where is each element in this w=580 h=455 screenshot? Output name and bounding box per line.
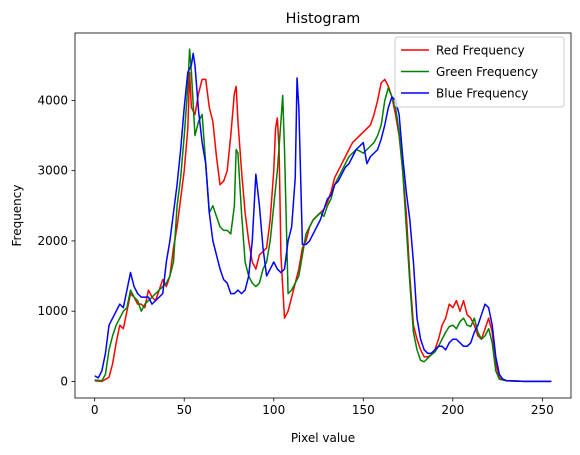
x-axis-label: Pixel value <box>291 431 355 445</box>
legend-box <box>394 36 565 108</box>
x-tick-label: 250 <box>531 403 554 417</box>
y-tick-label: 1000 <box>37 304 68 318</box>
legend: Red Frequency Green Frequency Blue Frequen… <box>394 36 565 108</box>
x-tick-label: 50 <box>177 403 192 417</box>
y-axis-label: Frequency <box>10 185 24 247</box>
y-tick-label: 4000 <box>37 93 68 107</box>
series-line-blue <box>94 52 552 383</box>
y-tick-label: 0 <box>60 374 68 388</box>
x-tick-label: 200 <box>441 403 464 417</box>
legend-label: Green Frequency <box>436 65 538 79</box>
series-line-green <box>94 48 552 383</box>
x-tick-label: 0 <box>91 403 99 417</box>
chart-title: Histogram <box>286 11 361 27</box>
series-layer <box>94 48 552 383</box>
legend-label: Blue Frequency <box>436 87 528 101</box>
x-axis-ticks: 0 50 100 150 200 250 <box>91 398 554 417</box>
x-tick-label: 100 <box>262 403 285 417</box>
x-tick-label: 150 <box>352 403 375 417</box>
y-tick-label: 3000 <box>37 164 68 178</box>
y-axis-ticks: 0 1000 2000 3000 4000 <box>37 93 75 388</box>
legend-label: Red Frequency <box>436 44 525 58</box>
axes-frame <box>74 32 572 399</box>
series-line-red <box>94 71 552 383</box>
y-tick-label: 2000 <box>37 234 68 248</box>
